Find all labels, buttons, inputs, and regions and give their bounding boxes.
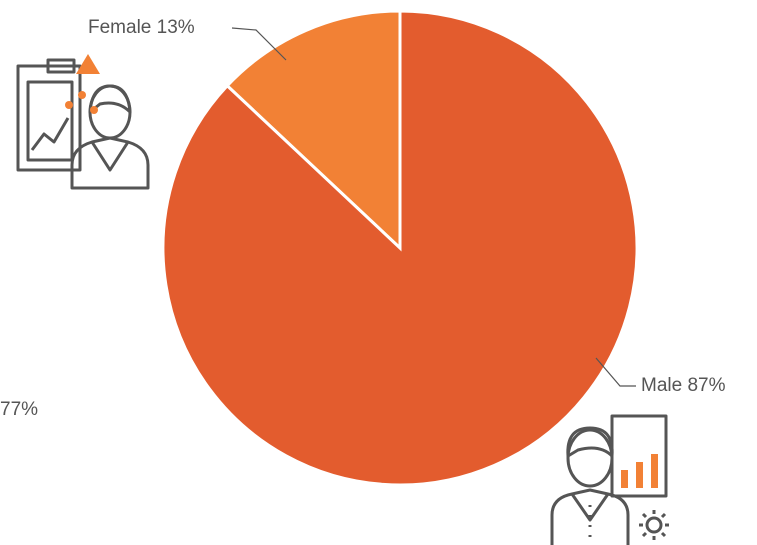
male-icon-bars [621,454,658,488]
slice-label: Male 87% [641,375,726,396]
category-label: Male [641,375,682,396]
pie-slice [225,9,402,252]
leader-line [595,357,636,387]
category-label: Female [88,17,151,38]
leader-line [231,27,287,61]
female-icon [16,58,150,190]
female-icon-accents [65,54,100,114]
annotation: 77% [0,399,38,420]
value-label: 87% [687,375,725,396]
value-label: 13% [157,17,195,38]
slice-label: Female 13% [88,17,195,38]
pie-slice [161,9,639,487]
pie [161,9,639,487]
male-icon [550,414,669,545]
